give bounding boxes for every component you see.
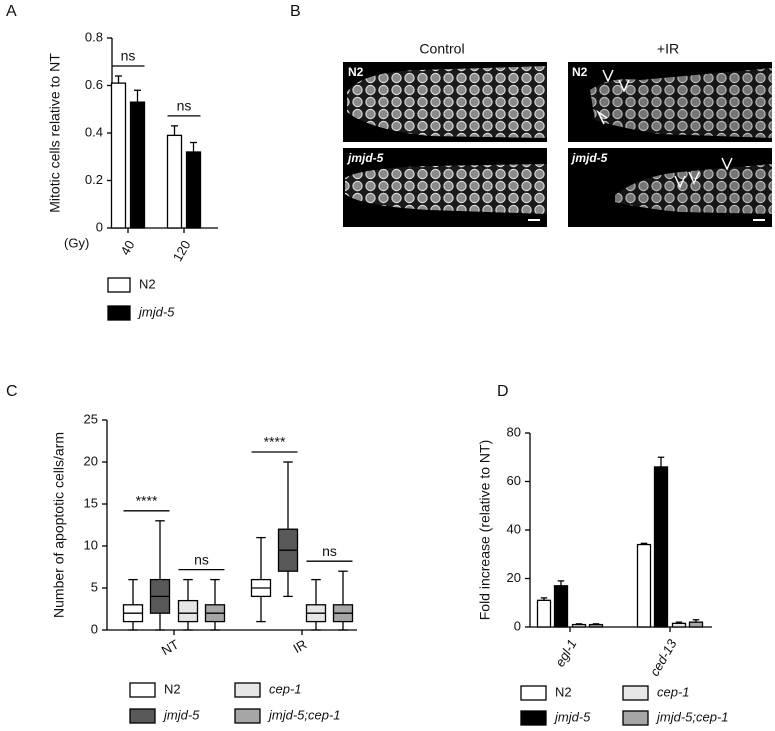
bar <box>129 101 146 229</box>
significance-label: ns <box>177 98 192 114</box>
y-tick-label: 80 <box>507 424 521 439</box>
panel-label: C <box>6 383 18 400</box>
micrograph: jmjd-5 <box>568 148 772 227</box>
legend-label: jmjd-5;cep-1 <box>267 707 341 722</box>
arrowhead <box>596 109 608 125</box>
legend-label: N2 <box>139 276 156 291</box>
y-tick-label: 20 <box>84 453 98 468</box>
legend-swatch <box>129 708 156 724</box>
x-tick-label: 120 <box>170 238 194 264</box>
legend-swatch <box>622 710 649 726</box>
legend-label: jmjd-5 <box>137 304 175 319</box>
significance-label: ns <box>322 543 337 559</box>
legend-swatch <box>107 305 131 321</box>
y-axis-label: Mitotic cells relative to NT <box>47 53 63 213</box>
micrograph: jmjd-5 <box>343 148 547 227</box>
legend-label: jmjd-5 <box>162 707 200 722</box>
x-tick-label: IR <box>290 637 309 656</box>
strain-label: jmjd-5 <box>570 151 608 165</box>
panel-label: B <box>290 3 301 20</box>
strain-label: N2 <box>572 65 588 79</box>
x-axis-label: (Gy) <box>64 235 89 250</box>
bar <box>653 466 669 628</box>
arrowhead <box>688 171 700 185</box>
legend-label: N2 <box>164 681 181 696</box>
x-tick-label: 40 <box>117 238 137 258</box>
y-tick-label: 0 <box>514 618 521 633</box>
y-tick-label: 0 <box>96 219 103 234</box>
y-tick-label: 15 <box>84 495 98 510</box>
bar <box>588 623 604 628</box>
x-tick-label: NT <box>159 637 182 659</box>
bar <box>571 623 587 628</box>
y-tick-label: 40 <box>507 521 521 536</box>
y-tick-label: 25 <box>84 411 98 426</box>
arrowhead <box>602 69 614 83</box>
y-tick-label: 0.6 <box>85 77 103 92</box>
panel-label: A <box>6 3 17 20</box>
significance-label: **** <box>136 493 158 509</box>
bar <box>185 151 202 229</box>
bar <box>166 134 183 229</box>
y-tick-label: 0.4 <box>85 124 103 139</box>
strain-label: N2 <box>348 65 364 79</box>
y-tick-label: 60 <box>507 473 521 488</box>
bar <box>671 622 687 628</box>
legend-swatch <box>520 685 547 701</box>
significance-label: ns <box>194 551 209 567</box>
arrowhead <box>721 157 733 171</box>
y-tick-label: 0.8 <box>85 29 103 44</box>
x-tick-label: ced-13 <box>647 636 680 679</box>
legend-swatch <box>234 682 261 698</box>
column-title: +IR <box>657 41 679 57</box>
y-tick-label: 5 <box>91 579 98 594</box>
legend-swatch <box>234 708 261 724</box>
legend-label: jmjd-5 <box>553 709 591 724</box>
y-tick-label: 0 <box>91 621 98 636</box>
micrograph: N2 <box>343 62 547 142</box>
legend-label: cep-1 <box>269 681 302 696</box>
legend-swatch <box>107 277 131 293</box>
arrowhead <box>618 79 630 93</box>
y-tick-label: 0.2 <box>85 172 103 187</box>
bar <box>110 82 127 229</box>
y-tick-label: 10 <box>84 537 98 552</box>
bar <box>536 599 552 628</box>
legend-label: N2 <box>555 684 572 699</box>
significance-label: ns <box>121 48 136 64</box>
legend-label: cep-1 <box>657 684 690 699</box>
legend-swatch <box>129 682 156 698</box>
panel-label: D <box>497 383 509 400</box>
bar <box>553 585 569 628</box>
arrowhead <box>674 175 686 189</box>
strain-label: jmjd-5 <box>346 151 384 165</box>
y-axis-label: Number of apoptotic cells/arm <box>51 432 67 618</box>
column-title: Control <box>419 41 464 57</box>
bar <box>636 543 652 628</box>
y-axis-label: Fold increase (relative to NT) <box>477 440 493 621</box>
legend-swatch <box>520 710 547 726</box>
significance-label: **** <box>264 434 286 450</box>
box <box>177 599 199 623</box>
x-tick-label: egl-1 <box>552 637 579 670</box>
y-tick-label: 20 <box>507 570 521 585</box>
legend-label: jmjd-5;cep-1 <box>655 709 729 724</box>
bar <box>688 621 704 628</box>
micrograph: N2 <box>568 62 772 142</box>
legend-swatch <box>622 685 649 701</box>
